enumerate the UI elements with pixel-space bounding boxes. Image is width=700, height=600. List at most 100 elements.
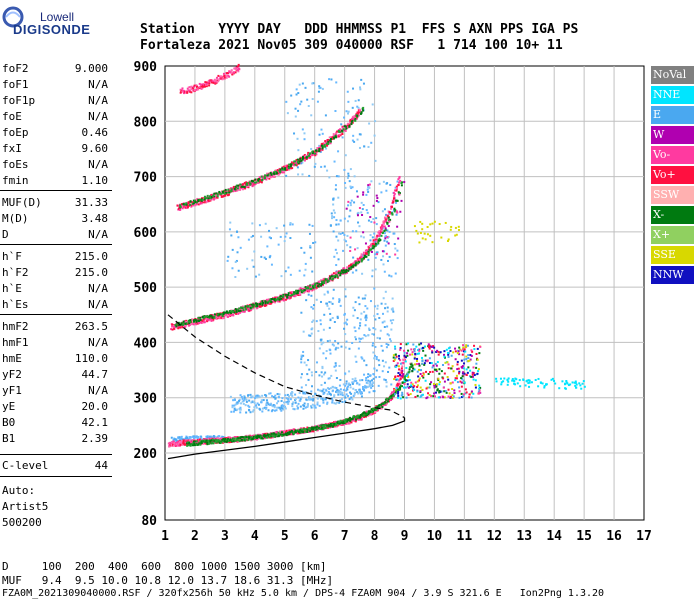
spread-e-point bbox=[245, 398, 248, 401]
spread-echo-point bbox=[373, 367, 376, 370]
spread-f-point bbox=[426, 360, 429, 363]
x-trace-point bbox=[197, 320, 200, 323]
o-trace-point bbox=[388, 399, 391, 402]
o-trace-point bbox=[288, 168, 291, 171]
x-trace-point bbox=[337, 129, 340, 132]
o-trace-point bbox=[349, 121, 352, 124]
spread-f-point bbox=[398, 373, 401, 376]
spread-echo-point bbox=[374, 318, 377, 321]
param-name: hmE bbox=[2, 352, 22, 365]
x-trace-point bbox=[270, 435, 273, 438]
o-trace-point bbox=[277, 171, 280, 174]
o-trace-point bbox=[340, 423, 343, 426]
spread-e-point bbox=[239, 408, 242, 411]
spread-echo-point bbox=[335, 270, 338, 273]
x-trace-point bbox=[261, 437, 264, 440]
spread-echo-point bbox=[387, 370, 390, 373]
spread-echo-point bbox=[382, 312, 385, 315]
spread-f-point bbox=[399, 397, 402, 400]
o-trace-point bbox=[395, 185, 398, 188]
spread-echo-point bbox=[318, 87, 321, 90]
x-trace-point bbox=[222, 440, 225, 443]
spread-echo-point bbox=[332, 230, 335, 233]
o-trace-point bbox=[380, 228, 383, 231]
spread-f-point bbox=[393, 358, 396, 361]
o-trace-point bbox=[319, 145, 322, 148]
o-trace-point bbox=[225, 314, 228, 317]
x-trace-point bbox=[273, 435, 276, 438]
x-trace-point bbox=[389, 218, 392, 221]
spread-echo-point bbox=[283, 240, 286, 243]
x-trace-point bbox=[211, 438, 214, 441]
o-trace-point bbox=[223, 76, 226, 79]
o-trace-point bbox=[228, 441, 231, 444]
spread-echo-point bbox=[357, 221, 360, 224]
o-trace-point bbox=[306, 288, 309, 291]
spread-e-point bbox=[372, 377, 375, 380]
spread-e-point bbox=[297, 396, 300, 399]
o-trace-point bbox=[363, 252, 366, 255]
spread-echo-point bbox=[263, 256, 266, 259]
spread-e-point bbox=[312, 399, 315, 402]
x-trace-point bbox=[249, 306, 252, 309]
x-trace-point bbox=[241, 185, 244, 188]
spread-echo-point bbox=[377, 201, 380, 204]
param-name: MUF(D) bbox=[2, 196, 42, 209]
spread-f-point bbox=[428, 346, 431, 349]
spread-echo-point bbox=[345, 340, 348, 343]
o-trace-point bbox=[304, 290, 307, 293]
spread-echo-point bbox=[374, 120, 377, 123]
o-trace-point bbox=[319, 149, 322, 152]
spread-echo-point bbox=[355, 230, 358, 233]
x-trace-point bbox=[196, 444, 199, 447]
o-trace-point bbox=[181, 90, 184, 93]
spread-echo-point bbox=[307, 293, 310, 296]
spread-echo-point bbox=[322, 341, 325, 344]
x-trace-point bbox=[261, 303, 264, 306]
x-trace-point bbox=[185, 203, 188, 206]
es-layer-point bbox=[200, 435, 203, 438]
x-trace-point bbox=[340, 269, 343, 272]
o-trace-point bbox=[301, 288, 304, 291]
x-trace-point bbox=[294, 430, 297, 433]
spread-echo-point bbox=[354, 355, 357, 358]
spread-f-point bbox=[401, 391, 404, 394]
spread-echo-point bbox=[358, 340, 361, 343]
spread-e-point bbox=[313, 406, 316, 409]
spread-echo-point bbox=[294, 115, 297, 118]
spread-f-point bbox=[417, 349, 420, 352]
x-trace-point bbox=[195, 319, 198, 322]
spread-echo-point bbox=[312, 82, 315, 85]
o-trace-point bbox=[283, 430, 286, 433]
spread-echo-point bbox=[358, 133, 361, 136]
spread-echo-point bbox=[347, 112, 350, 115]
o-trace-point bbox=[382, 220, 385, 223]
x-trace-point bbox=[333, 424, 336, 427]
o-trace-point bbox=[230, 187, 233, 190]
spread-f-point bbox=[458, 372, 461, 375]
o-trace-point bbox=[171, 328, 174, 331]
spread-echo-point bbox=[365, 209, 368, 212]
x-trace-point bbox=[260, 175, 263, 178]
x-tick-label: 12 bbox=[486, 529, 502, 544]
spread-echo-point bbox=[285, 232, 288, 235]
param-row-fxi: fxI 9.60 bbox=[2, 142, 108, 158]
o-trace-point bbox=[314, 287, 317, 290]
x-trace-point bbox=[299, 429, 302, 432]
o-trace-point bbox=[331, 273, 334, 276]
spread-e-point bbox=[352, 387, 355, 390]
spread-e-point bbox=[262, 399, 265, 402]
spread-e-point bbox=[370, 386, 373, 389]
x-trace-point bbox=[351, 417, 354, 420]
o-trace-point bbox=[337, 135, 340, 138]
spread-f-point bbox=[460, 381, 463, 384]
spread-f-point bbox=[436, 349, 439, 352]
spread-e-point bbox=[327, 390, 330, 393]
o-trace-point bbox=[204, 442, 207, 445]
o-trace-point bbox=[280, 170, 283, 173]
param-name: hmF1 bbox=[2, 336, 29, 349]
spread-e-point bbox=[265, 406, 268, 409]
spread-echo-point bbox=[294, 107, 297, 110]
spread-echo-point bbox=[334, 348, 337, 351]
o-trace-point bbox=[200, 316, 203, 319]
